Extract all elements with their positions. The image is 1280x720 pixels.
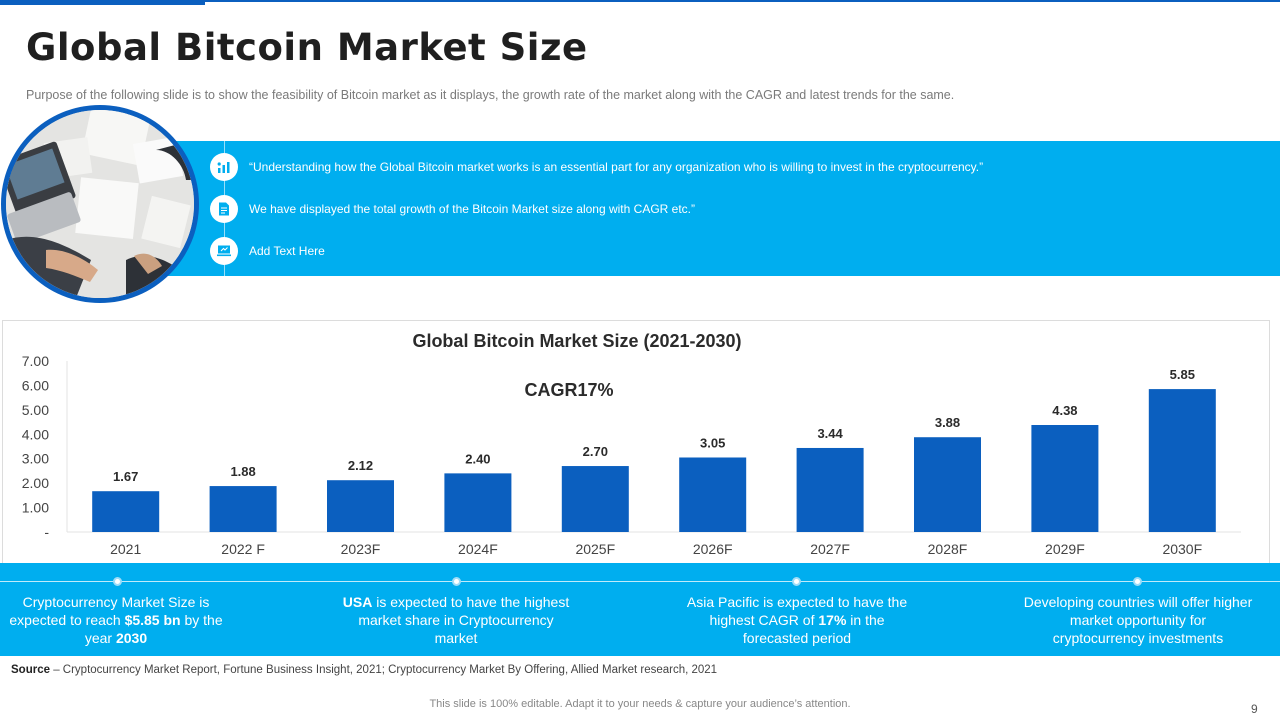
x-tick-label: 2028F: [928, 541, 968, 557]
y-tick-label: -: [44, 524, 49, 540]
insight-highlight: 2030: [115, 630, 148, 646]
insight-text: Cryptocurrency Market Size is expected t…: [9, 594, 210, 628]
data-label: 1.67: [113, 469, 138, 484]
presentation-icon: [210, 237, 238, 265]
x-tick-label: 2029F: [1045, 541, 1085, 557]
bar: [679, 457, 747, 532]
y-tick-label: 7.00: [22, 353, 49, 369]
x-tick-label: 2025F: [575, 541, 615, 557]
source-note: Source – Cryptocurrency Market Report, F…: [11, 664, 717, 676]
bar: [92, 491, 160, 532]
data-label: 5.85: [1170, 367, 1195, 382]
x-tick-label: 2027F: [810, 541, 850, 557]
insight-4: Developing countries will offer higher m…: [1023, 593, 1253, 647]
cagr-annotation: CAGR17%: [524, 380, 613, 400]
timeline-dot: [113, 577, 122, 586]
y-tick-label: 2.00: [22, 475, 49, 491]
insight-text: Developing countries will offer higher m…: [1023, 594, 1253, 646]
info-band: [120, 141, 1280, 276]
bar: [444, 473, 512, 532]
insight-text: is expected to have the highest market s…: [358, 594, 570, 646]
document-icon: [210, 195, 238, 223]
info-item-text: We have displayed the total growth of th…: [249, 202, 695, 216]
timeline-dot: [1133, 577, 1142, 586]
insight-3: Asia Pacific is expected to have the hig…: [682, 593, 912, 647]
footer-note: This slide is 100% editable. Adapt it to…: [429, 698, 851, 710]
insight-text: by the year: [84, 612, 223, 646]
info-item-1: “Understanding how the Global Bitcoin ma…: [210, 153, 983, 181]
insight-highlight: 17%: [818, 612, 847, 628]
y-tick-label: 6.00: [22, 377, 49, 393]
insight-highlight: USA: [342, 594, 373, 610]
bar: [796, 447, 864, 532]
insight-text: in the forecasted period: [742, 612, 885, 646]
slide-title: Global Bitcoin Market Size: [26, 26, 588, 69]
bar: [914, 437, 981, 532]
data-label: 4.38: [1052, 403, 1077, 418]
bar: [327, 480, 394, 532]
x-tick-label: 2026F: [693, 541, 733, 557]
y-tick-label: 1.00: [22, 500, 49, 516]
data-label: 2.12: [348, 458, 373, 473]
data-label: 3.88: [935, 415, 960, 430]
data-label: 3.05: [700, 435, 725, 450]
chart-people-icon: [210, 153, 238, 181]
x-tick-label: 2021: [110, 541, 141, 557]
y-tick-label: 4.00: [22, 426, 49, 442]
insight-2: USA is expected to have the highest mark…: [341, 593, 571, 647]
y-tick-label: 5.00: [22, 402, 49, 418]
data-label: 2.40: [465, 451, 490, 466]
bar-chart: Global Bitcoin Market Size (2021-2030) - 1…: [22, 331, 1241, 557]
top-accent-bar: [0, 0, 205, 5]
info-item-2: We have displayed the total growth of th…: [210, 195, 695, 223]
info-item-text: Add Text Here: [249, 244, 325, 258]
data-label: 1.88: [230, 464, 255, 479]
source-text: – Cryptocurrency Market Report, Fortune …: [50, 664, 718, 676]
chart-panel: Global Bitcoin Market Size (2021-2030) - 1…: [2, 320, 1270, 564]
data-label: 2.70: [583, 444, 608, 459]
x-tick-label: 2023F: [341, 541, 381, 557]
insight-1: Cryptocurrency Market Size is expected t…: [1, 593, 231, 647]
business-desk-photo: [6, 110, 194, 298]
chart-title: Global Bitcoin Market Size (2021-2030): [412, 331, 741, 351]
y-tick-label: 3.00: [22, 451, 49, 467]
bar: [1148, 389, 1216, 532]
x-tick-label: 2030F: [1162, 541, 1202, 557]
data-label: 3.44: [817, 426, 843, 441]
info-item-text: “Understanding how the Global Bitcoin ma…: [249, 160, 984, 174]
bar: [1031, 425, 1099, 532]
info-item-3: Add Text Here: [210, 237, 325, 265]
slide-subtitle: Purpose of the following slide is to sho…: [26, 88, 955, 102]
timeline-dot: [792, 577, 801, 586]
insights-timeline: [0, 581, 1280, 582]
x-tick-label: 2024F: [458, 541, 498, 557]
source-label: Source: [11, 664, 50, 676]
insight-highlight: $5.85 bn: [124, 612, 181, 628]
bar: [561, 466, 629, 532]
insights-band: [0, 563, 1280, 656]
bar: [209, 486, 277, 532]
page-number: 9: [1251, 702, 1258, 716]
insight-text: Asia Pacific is expected to have the hig…: [686, 594, 908, 628]
x-tick-label: 2022 F: [221, 541, 265, 557]
top-rule: [0, 0, 1280, 2]
timeline-dot: [452, 577, 461, 586]
